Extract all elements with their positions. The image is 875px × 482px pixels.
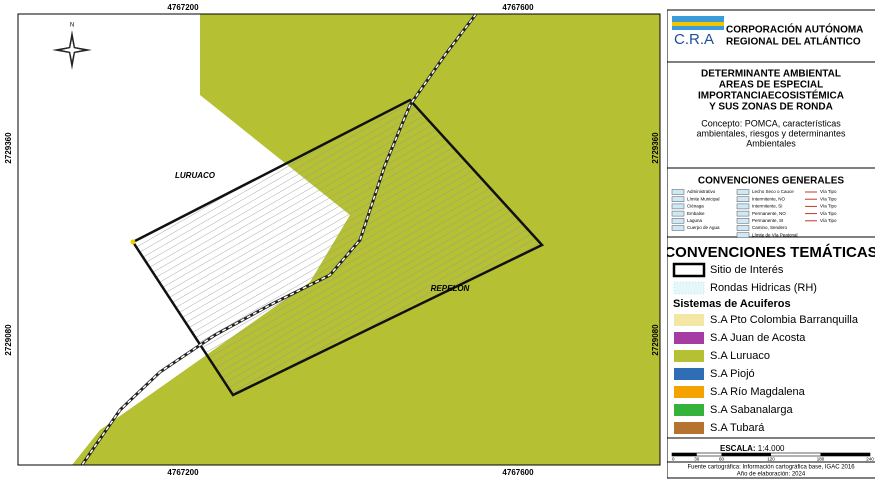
org-name: REGIONAL DEL ATLÁNTICO — [726, 35, 861, 48]
aquifer-label: S.A Pto Colombia Barranquilla — [710, 314, 859, 326]
compass: N — [52, 23, 92, 70]
title-line: AREAS DE ESPECIAL — [719, 80, 823, 91]
title-line: DETERMINANTE AMBIENTAL — [701, 69, 841, 80]
symbol — [671, 225, 685, 231]
symbol — [671, 218, 685, 224]
aquifer-swatch — [674, 314, 704, 326]
convention-label: Vía Tipo — [820, 204, 837, 209]
convention-label: Vía Tipo — [820, 218, 837, 223]
coord-label: 2729360 — [651, 132, 660, 164]
coord-label: 4767600 — [502, 3, 534, 12]
symbol — [736, 196, 750, 202]
title-line: Y SUS ZONAS DE RONDA — [709, 102, 833, 113]
coord-label: 2729080 — [651, 324, 660, 356]
scale-ratio: 1:4.000 — [758, 444, 785, 453]
scale-tick: 120 — [767, 457, 775, 462]
aquifer-swatch — [674, 422, 704, 434]
map: LURUACO REPELON N — [18, 14, 660, 465]
coord-label: 4767600 — [502, 468, 534, 477]
coord-label: 4767200 — [167, 3, 199, 12]
symbol — [736, 189, 750, 195]
north-label: N — [70, 23, 74, 29]
convention-label: Permanente, SI — [752, 218, 783, 223]
symbol — [671, 210, 685, 217]
site-symbol — [672, 262, 706, 278]
place-label: LURUACO — [175, 171, 216, 180]
aquifer-label: S.A Tubará — [710, 422, 765, 434]
scale-tick: 60 — [719, 457, 725, 462]
scale-segment — [672, 453, 697, 456]
general-title: CONVENCIONES GENERALES — [698, 176, 844, 187]
coord-label: 2729080 — [4, 324, 13, 356]
aquifer-label: S.A Piojó — [710, 368, 755, 380]
aquifer-swatch — [674, 404, 704, 416]
coord-label: 4767200 — [167, 468, 199, 477]
title-line: IMPORTANCIAECOSISTÉMICA — [698, 89, 844, 102]
org-name: CORPORACIÓN AUTÓNOMA — [726, 23, 863, 36]
convention-label: Límite Municipal — [687, 196, 720, 201]
aquifer-label: S.A Sabanalarga — [710, 404, 793, 416]
convention-label: Permanente, NO — [752, 211, 786, 216]
convention-label: Intermitente, NO — [752, 196, 786, 201]
convention-label: Ciénaga — [687, 204, 704, 209]
symbol — [736, 218, 750, 224]
aquifer-swatch — [674, 332, 704, 344]
thematic-item: Rondas Hidricas (RH) — [710, 282, 817, 294]
point — [130, 239, 136, 245]
aquifer-label: S.A Río Magdalena — [710, 386, 806, 398]
thematic-subtitle: Sistemas de Acuiferos — [673, 298, 791, 310]
thematic-item: Sitio de Interés — [710, 264, 784, 276]
scale-tick: 240 — [866, 457, 874, 462]
aquifer-label: S.A Luruaco — [710, 350, 770, 362]
logo-acronym: C.R.A — [674, 31, 714, 48]
symbol — [736, 232, 750, 238]
symbol — [671, 196, 685, 202]
convention-label: Administrativo — [687, 189, 716, 194]
scale-tick: 30 — [694, 457, 700, 462]
panel-frame — [667, 9, 875, 479]
road-dash — [81, 14, 477, 465]
concept-line: Ambientales — [746, 138, 796, 148]
convention-label: Vía Tipo — [820, 196, 837, 201]
scale-tick: 180 — [817, 457, 825, 462]
map-frame — [17, 13, 661, 466]
convention-label: Vía Tipo — [820, 211, 837, 216]
convention-label: Laguna — [687, 218, 703, 223]
convention-label: Intermitente, SI — [752, 204, 783, 209]
symbol — [736, 225, 750, 231]
place-label: REPELON — [431, 284, 470, 293]
symbol — [671, 189, 685, 195]
convention-label: Embalse — [687, 211, 705, 216]
ronda-symbol — [673, 281, 705, 295]
concept-line: Concepto: POMCA, características — [701, 118, 841, 128]
thematic-title: CONVENCIONES TEMÁTICAS — [664, 244, 875, 261]
aquifer-swatch — [674, 368, 704, 380]
convention-label: Lecho Seco o Cauce — [752, 189, 794, 194]
scale-segment — [820, 453, 870, 456]
aquifer-swatch — [674, 350, 704, 362]
symbol — [736, 210, 750, 217]
coord-label: 2729360 — [4, 132, 13, 164]
logo-band — [672, 22, 724, 26]
concept-line: ambientales, riesgos y determinantes — [696, 128, 846, 138]
convention-label: Límite de Vía Peatonal — [752, 232, 798, 237]
legend-panel: C.R.A CORPORACIÓN AUTÓNOMA REGIONAL DEL … — [664, 9, 875, 479]
aquifer-label: S.A Juan de Acosta — [710, 332, 806, 344]
source-line: Fuente cartográfica: Información cartogr… — [687, 465, 855, 471]
scale-text: ESCALA: 1:4.000 — [720, 444, 785, 453]
source-line: Año de elaboración: 2024 — [737, 472, 806, 478]
scale-title: ESCALA: — [720, 444, 756, 453]
aquifer-swatch — [674, 386, 704, 398]
symbol — [671, 203, 685, 210]
symbol — [736, 203, 750, 210]
convention-label: Camino, Sendero — [752, 225, 788, 230]
scale-tick: 0 — [672, 457, 675, 462]
scale-segment — [721, 453, 771, 456]
convention-label: Cuerpo de Agua — [687, 225, 720, 230]
convention-label: Vía Tipo — [820, 189, 837, 194]
